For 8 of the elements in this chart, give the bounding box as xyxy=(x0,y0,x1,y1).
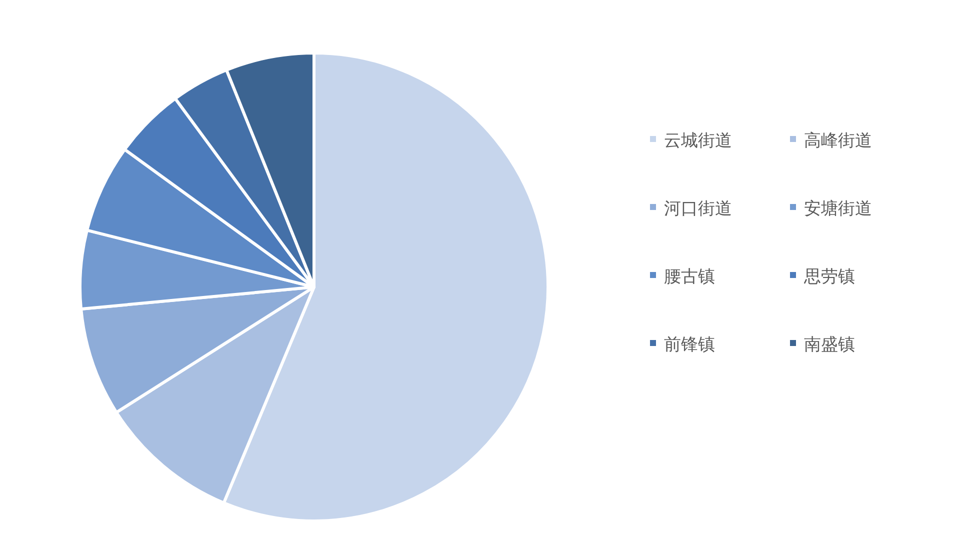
legend-label: 云城街道 xyxy=(664,131,732,151)
legend-label: 安塘街道 xyxy=(804,199,872,219)
legend-label: 河口街道 xyxy=(664,199,732,219)
legend-label: 思劳镇 xyxy=(803,267,855,287)
legend-label: 南盛镇 xyxy=(804,335,855,355)
legend-label: 高峰街道 xyxy=(804,131,872,151)
legend-label: 腰古镇 xyxy=(664,267,715,287)
legend-label: 前锋镇 xyxy=(664,335,715,355)
